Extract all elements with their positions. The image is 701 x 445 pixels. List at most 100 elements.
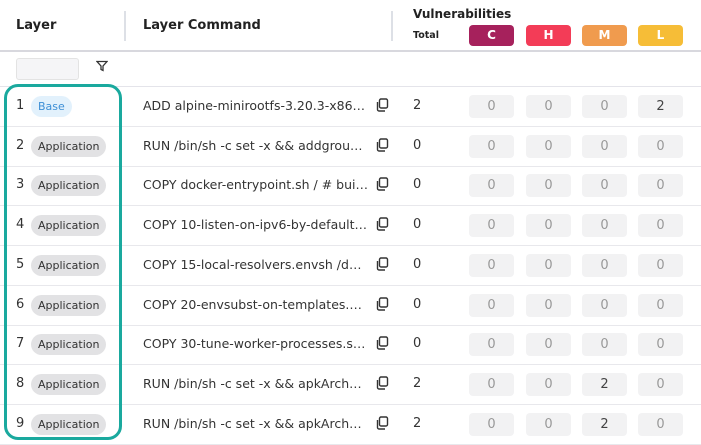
layer-number: 4 xyxy=(16,217,25,233)
total-count: 2 xyxy=(413,415,422,431)
layer-column-highlight xyxy=(4,84,122,440)
layer-command: COPY 15-local-resolvers.envsh /docker-en… xyxy=(143,256,368,272)
layer-number: 5 xyxy=(16,256,25,272)
layer-filter-input[interactable] xyxy=(16,58,79,80)
total-header[interactable]: Total xyxy=(413,30,439,41)
layer-type-badge: Application xyxy=(31,215,107,237)
layer-number: 9 xyxy=(16,415,25,431)
layer-type-badge: Application xyxy=(31,373,107,395)
high-count: 0 xyxy=(526,174,571,198)
layer-command: COPY 30-tune-worker-processes.sh /docker… xyxy=(143,336,368,352)
copy-icon[interactable] xyxy=(375,217,389,231)
table-row[interactable]: 3 Application COPY docker-entrypoint.sh … xyxy=(0,166,701,207)
layer-number: 6 xyxy=(16,296,25,312)
command-column-header[interactable]: Layer Command xyxy=(143,18,261,33)
critical-count: 0 xyxy=(469,95,514,118)
high-count: 0 xyxy=(526,412,571,436)
layer-number: 7 xyxy=(16,336,25,352)
high-count: 0 xyxy=(526,134,571,158)
medium-count: 2 xyxy=(582,412,627,436)
critical-count: 0 xyxy=(469,372,514,396)
layer-type-badge: Application xyxy=(31,254,107,276)
critical-count: 0 xyxy=(469,412,514,436)
layer-command: RUN /bin/sh -c set -x && apkArch="$(cat … xyxy=(143,375,368,391)
low-count: 0 xyxy=(638,333,683,357)
table-row[interactable]: 1 Base ADD alpine-minirootfs-3.20.3-x86_… xyxy=(0,87,701,127)
copy-icon[interactable] xyxy=(375,415,389,430)
high-header[interactable]: H xyxy=(526,25,571,46)
layer-type-badge: Base xyxy=(31,96,72,117)
critical-count: 0 xyxy=(469,134,514,158)
low-count: 2 xyxy=(638,95,683,118)
critical-count: 0 xyxy=(469,214,514,238)
layer-type-badge: Application xyxy=(31,334,107,356)
critical-header[interactable]: C xyxy=(469,25,514,46)
total-count: 0 xyxy=(413,296,422,312)
medium-count: 0 xyxy=(582,134,627,158)
critical-count: 0 xyxy=(469,333,514,357)
high-count: 0 xyxy=(526,372,571,396)
low-count: 0 xyxy=(638,372,683,396)
layer-type-badge: Application xyxy=(31,413,107,435)
table-row[interactable]: 6 Application COPY 20-envsubst-on-templa… xyxy=(0,286,701,326)
medium-count: 0 xyxy=(582,95,627,118)
layer-command: COPY 10-listen-on-ipv6-by-default.sh /do… xyxy=(143,217,368,233)
critical-count: 0 xyxy=(469,174,514,198)
total-count: 0 xyxy=(413,217,422,233)
table-row[interactable]: 7 Application COPY 30-tune-worker-proces… xyxy=(0,325,701,366)
layer-type-badge: Application xyxy=(31,294,107,316)
critical-count: 0 xyxy=(469,293,514,317)
column-divider[interactable] xyxy=(124,11,126,41)
layer-command: COPY 20-envsubst-on-templates.sh /docker… xyxy=(143,296,368,312)
filter-icon[interactable] xyxy=(95,60,109,75)
layer-command: COPY docker-entrypoint.sh / # buildkit xyxy=(143,177,368,193)
low-count: 0 xyxy=(638,412,683,436)
medium-count: 0 xyxy=(582,214,627,238)
layer-type-badge: Application xyxy=(31,135,107,157)
table-row[interactable]: 2 Application RUN /bin/sh -c set -x && a… xyxy=(0,127,701,167)
low-count: 0 xyxy=(638,174,683,198)
total-count: 0 xyxy=(413,256,422,272)
copy-icon[interactable] xyxy=(375,177,389,192)
medium-count: 0 xyxy=(582,333,627,357)
filter-row xyxy=(0,52,701,87)
low-count: 0 xyxy=(638,293,683,317)
column-divider[interactable] xyxy=(391,11,393,41)
copy-icon[interactable] xyxy=(375,98,389,112)
layer-type-badge: Application xyxy=(31,175,107,197)
layer-column-header[interactable]: Layer xyxy=(16,18,57,33)
vulnerabilities-header: Vulnerabilities xyxy=(413,7,512,21)
copy-icon[interactable] xyxy=(375,296,389,311)
high-count: 0 xyxy=(526,214,571,238)
low-count: 0 xyxy=(638,214,683,238)
copy-icon[interactable] xyxy=(375,376,389,390)
low-count: 0 xyxy=(638,134,683,158)
layer-number: 8 xyxy=(16,375,25,391)
low-header[interactable]: L xyxy=(638,25,683,46)
total-count: 2 xyxy=(413,375,422,391)
high-count: 0 xyxy=(526,253,571,277)
critical-count: 0 xyxy=(469,253,514,277)
medium-count: 0 xyxy=(582,293,627,317)
layer-number: 2 xyxy=(16,137,25,153)
copy-icon[interactable] xyxy=(375,336,389,350)
table-row[interactable]: 5 Application COPY 15-local-resolvers.en… xyxy=(0,246,701,286)
medium-header[interactable]: M xyxy=(582,25,627,46)
total-count: 0 xyxy=(413,177,422,193)
table-row[interactable]: 4 Application COPY 10-listen-on-ipv6-by-… xyxy=(0,206,701,247)
total-count: 0 xyxy=(413,137,422,153)
high-count: 0 xyxy=(526,95,571,118)
copy-icon[interactable] xyxy=(375,137,389,152)
table-header: Layer Layer Command Vulnerabilities Tota… xyxy=(0,0,701,52)
table-row[interactable]: 8 Application RUN /bin/sh -c set -x && a… xyxy=(0,365,701,405)
layer-command: ADD alpine-minirootfs-3.20.3-x86_64.tar.… xyxy=(143,98,368,113)
total-count: 0 xyxy=(413,336,422,352)
high-count: 0 xyxy=(526,293,571,317)
copy-icon[interactable] xyxy=(375,257,389,271)
high-count: 0 xyxy=(526,333,571,357)
medium-count: 2 xyxy=(582,372,627,396)
total-count: 2 xyxy=(413,98,422,113)
medium-count: 0 xyxy=(582,253,627,277)
low-count: 0 xyxy=(638,253,683,277)
layer-number: 3 xyxy=(16,177,25,193)
